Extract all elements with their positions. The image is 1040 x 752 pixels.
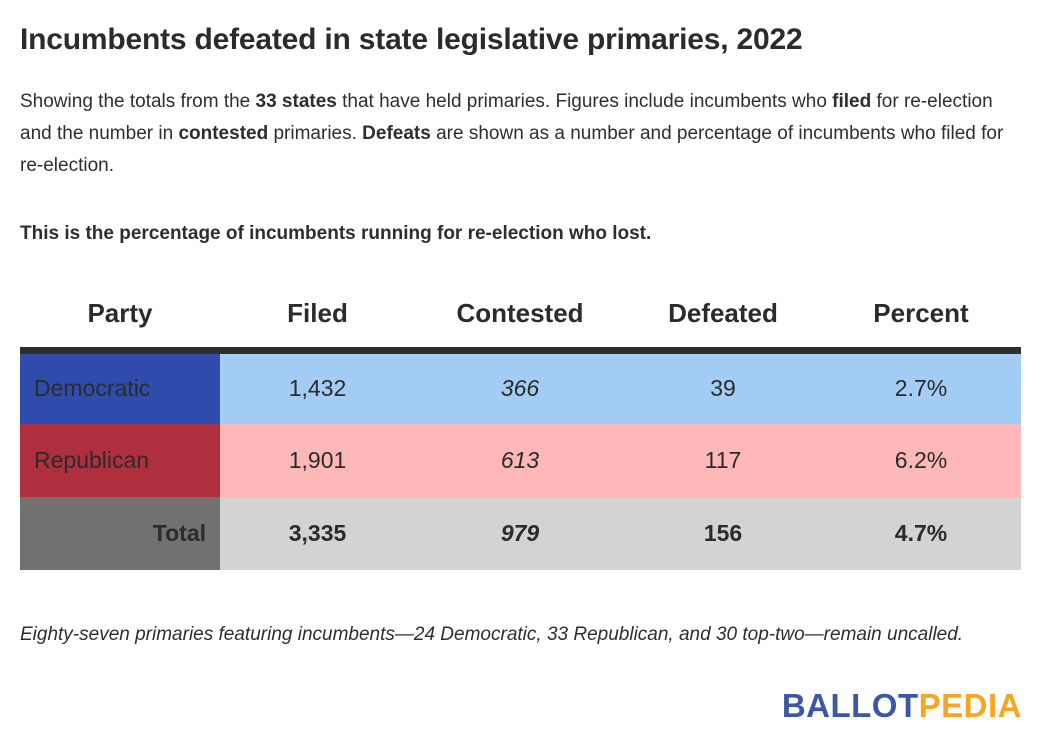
results-table: Party Filed Contested Defeated Percent D… — [20, 298, 1021, 570]
cell-percent-republican: 6.2% — [821, 423, 1021, 497]
logo-text-pedia: PEDIA — [918, 687, 1022, 724]
cell-percent-total: 4.7% — [821, 496, 1021, 570]
table-row: Democratic 1,432 366 39 2.7% — [20, 350, 1021, 424]
cell-filed-total: 3,335 — [220, 496, 415, 570]
cell-defeated-republican: 117 — [625, 423, 821, 497]
intro-text-2: that have held primaries. Figures includ… — [336, 91, 833, 112]
cell-defeated-democratic: 39 — [625, 350, 821, 424]
column-header-filed: Filed — [220, 298, 415, 351]
cell-contested-republican: 613 — [415, 423, 625, 497]
logo-text-ballot: BALLOT — [781, 687, 919, 724]
intro-bold-states: 33 states — [255, 91, 337, 112]
cell-party-total: Total — [20, 496, 220, 570]
ballotpedia-logo: BALLOTPEDIA — [782, 687, 1022, 725]
column-header-contested: Contested — [415, 298, 625, 351]
intro-text-4: primaries. — [268, 123, 363, 144]
intro-text-5: are shown as a number and percentage of … — [20, 123, 1004, 176]
table-header-row: Party Filed Contested Defeated Percent — [20, 298, 1021, 351]
intro-text-3: for re-election and the number in — [20, 91, 993, 144]
cell-party-democratic: Democratic — [20, 350, 220, 424]
column-header-defeated: Defeated — [625, 298, 821, 351]
footnote: Eighty-seven primaries featuring incumbe… — [20, 624, 964, 645]
cell-filed-democratic: 1,432 — [220, 350, 415, 424]
table-body: Democratic 1,432 366 39 2.7% Republican … — [20, 350, 1021, 570]
cell-filed-republican: 1,901 — [220, 423, 415, 497]
intro-bold-defeats: Defeats — [362, 123, 431, 144]
cell-contested-total: 979 — [415, 496, 625, 570]
emphasis-note: This is the percentage of incumbents run… — [20, 223, 652, 244]
intro-text-1: Showing the totals from the — [20, 91, 256, 112]
cell-defeated-total: 156 — [625, 496, 821, 570]
table-row: Republican 1,901 613 117 6.2% — [20, 423, 1021, 497]
intro-bold-contested: contested — [178, 123, 269, 144]
table-header: Party Filed Contested Defeated Percent — [20, 298, 1021, 351]
results-table-container: Party Filed Contested Defeated Percent D… — [20, 298, 1021, 570]
column-header-party: Party — [20, 298, 220, 351]
column-header-percent: Percent — [821, 298, 1021, 351]
cell-percent-democratic: 2.7% — [821, 350, 1021, 424]
cell-contested-democratic: 366 — [415, 350, 625, 424]
page-title: Incumbents defeated in state legislative… — [20, 23, 803, 56]
table-row: Total 3,335 979 156 4.7% — [20, 496, 1021, 570]
intro-bold-filed: filed — [832, 91, 872, 112]
intro-paragraph: Showing the totals from the 33 states th… — [20, 86, 1005, 182]
cell-party-republican: Republican — [20, 423, 220, 497]
